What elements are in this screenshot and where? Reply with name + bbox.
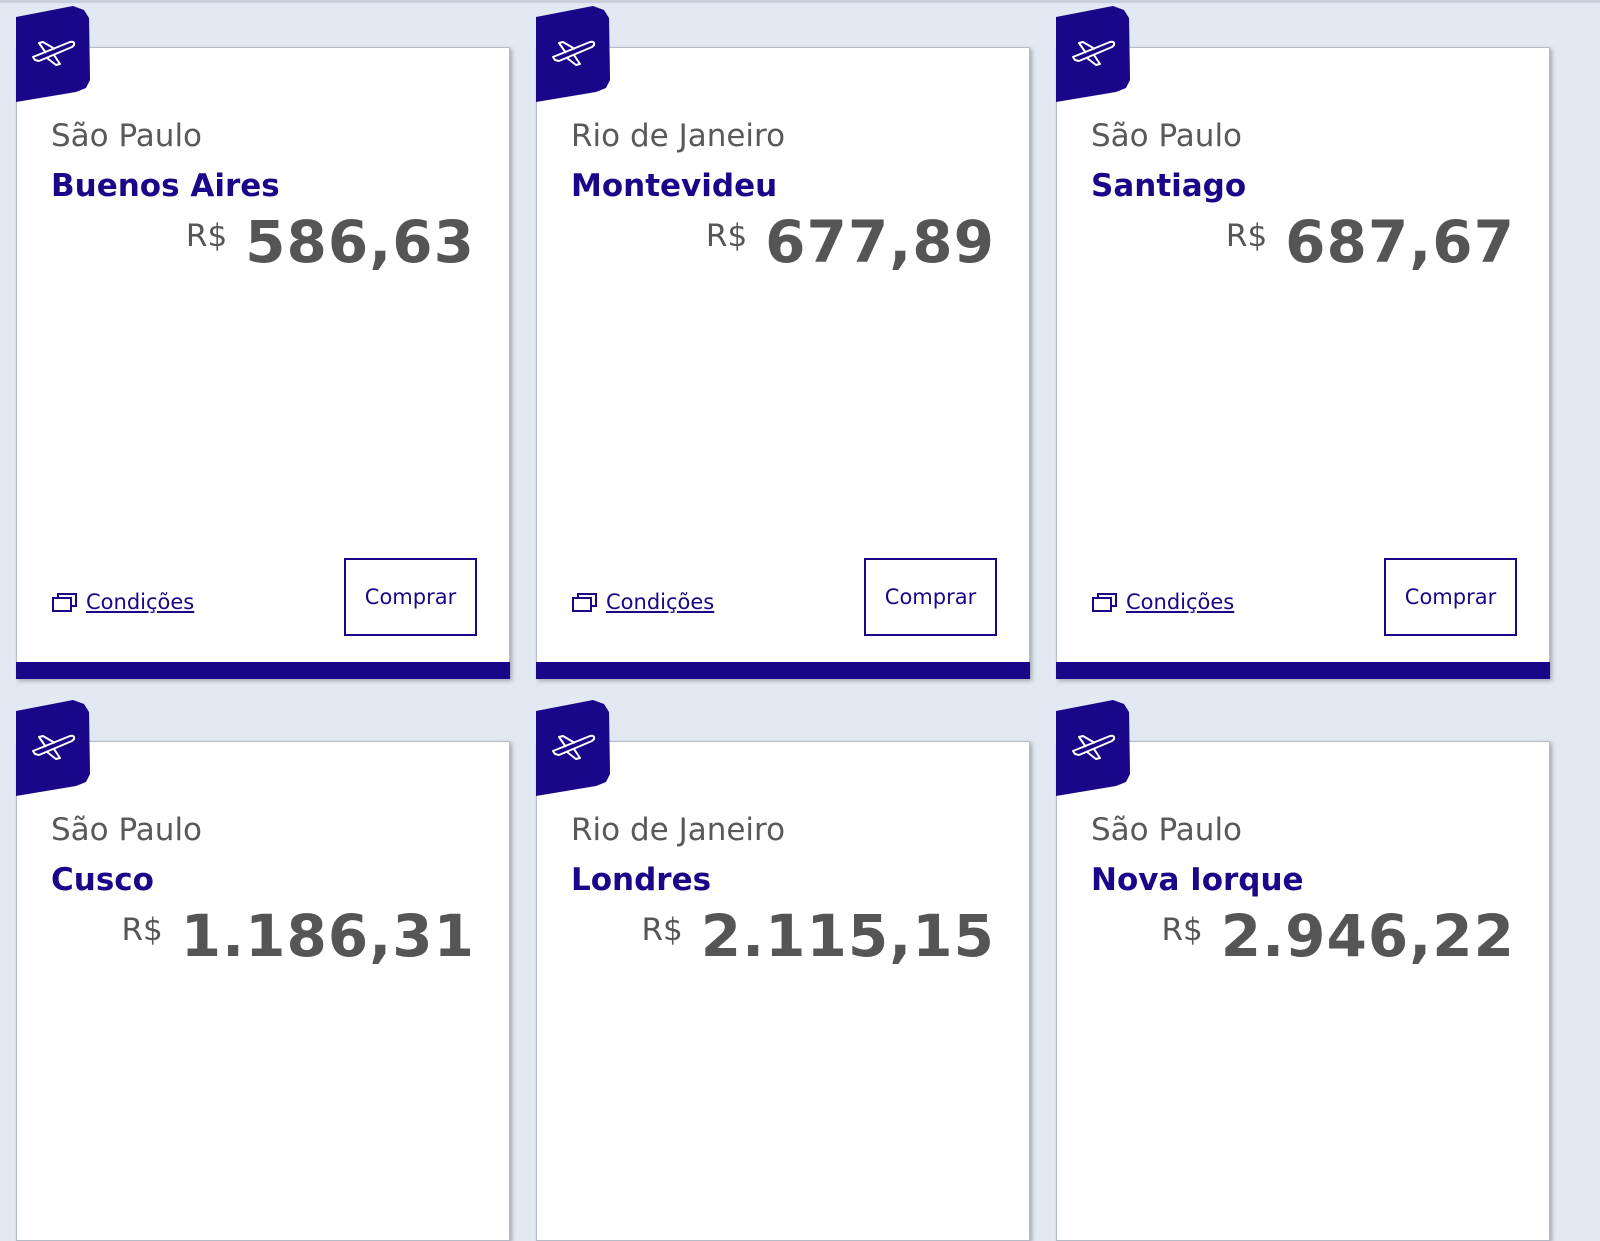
conditions-link[interactable]: Condições — [571, 590, 714, 614]
conditions-icon — [1092, 593, 1117, 612]
card-bottom-bar — [16, 662, 510, 679]
conditions-icon — [52, 593, 77, 612]
origin-city: São Paulo — [1091, 812, 1243, 848]
destination-city: Santiago — [1091, 168, 1247, 204]
price-amount: 2.946,22 — [1220, 902, 1515, 970]
price-currency: R$ — [1161, 912, 1203, 948]
flight-offer-card: São Paulo Nova Iorque R$ 2.946,22 — [1056, 741, 1550, 1241]
flight-offer-card: Rio de Janeiro Montevideu R$ 677,89 Cond… — [536, 47, 1030, 679]
card-bottom-bar — [1056, 662, 1550, 679]
airplane-icon — [1072, 734, 1116, 760]
buy-button[interactable]: Comprar — [344, 558, 477, 636]
origin-city: Rio de Janeiro — [571, 118, 786, 154]
conditions-link[interactable]: Condições — [1091, 590, 1234, 614]
price-amount: 2.115,15 — [700, 902, 995, 970]
price-currency: R$ — [185, 218, 228, 254]
airplane-icon — [552, 40, 596, 66]
buy-button[interactable]: Comprar — [864, 558, 997, 636]
price-currency: R$ — [1225, 218, 1268, 254]
airplane-icon — [1072, 40, 1116, 66]
price-amount: 1.186,31 — [180, 902, 475, 970]
origin-city: Rio de Janeiro — [571, 812, 786, 848]
origin-city: São Paulo — [1091, 118, 1243, 154]
destination-city: Londres — [571, 862, 712, 898]
conditions-icon — [572, 593, 597, 612]
destination-city: Cusco — [51, 862, 154, 898]
price-amount: 677,89 — [765, 208, 995, 276]
airplane-tag — [536, 700, 610, 796]
flight-offer-card: São Paulo Cusco R$ 1.186,31 — [16, 741, 510, 1241]
destination-city: Nova Iorque — [1091, 862, 1304, 898]
card-bottom-bar — [536, 662, 1030, 679]
flight-offer-card: São Paulo Santiago R$ 687,67 Condições C… — [1056, 47, 1550, 679]
conditions-link[interactable]: Condições — [51, 590, 194, 614]
price: R$ 677,89 — [706, 208, 995, 276]
price-currency: R$ — [705, 218, 748, 254]
airplane-icon — [552, 734, 596, 760]
price: R$ 2.115,15 — [642, 902, 995, 970]
destination-city: Montevideu — [571, 168, 778, 204]
airplane-icon — [32, 40, 76, 66]
airplane-tag — [16, 6, 90, 102]
price: R$ 586,63 — [186, 208, 475, 276]
flight-offer-card: Rio de Janeiro Londres R$ 2.115,15 — [536, 741, 1030, 1241]
buy-button[interactable]: Comprar — [1384, 558, 1517, 636]
origin-city: São Paulo — [51, 812, 203, 848]
price-amount: 687,67 — [1285, 208, 1515, 276]
airplane-tag — [1056, 6, 1130, 102]
top-border — [0, 0, 1600, 3]
conditions-label[interactable]: Condições — [1126, 590, 1235, 614]
price-currency: R$ — [641, 912, 683, 948]
price-currency: R$ — [121, 912, 163, 948]
conditions-label[interactable]: Condições — [86, 590, 195, 614]
origin-city: São Paulo — [51, 118, 203, 154]
price-amount: 586,63 — [245, 208, 475, 276]
airplane-tag — [1056, 700, 1130, 796]
conditions-label[interactable]: Condições — [606, 590, 715, 614]
price: R$ 687,67 — [1226, 208, 1515, 276]
airplane-tag — [16, 700, 90, 796]
price: R$ 1.186,31 — [122, 902, 475, 970]
airplane-tag — [536, 6, 610, 102]
flight-offer-card: São Paulo Buenos Aires R$ 586,63 Condiçõ… — [16, 47, 510, 679]
destination-city: Buenos Aires — [51, 168, 280, 204]
airplane-icon — [32, 734, 76, 760]
price: R$ 2.946,22 — [1162, 902, 1515, 970]
